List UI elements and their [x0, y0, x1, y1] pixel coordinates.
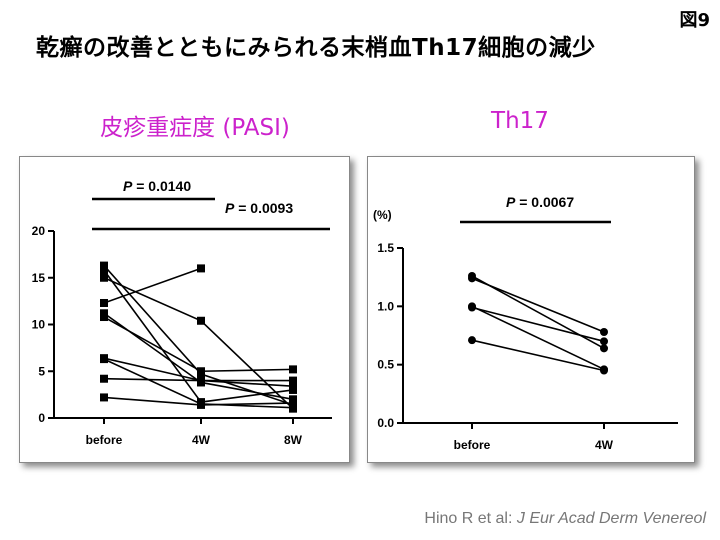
x-tick-label: 8W: [284, 433, 303, 447]
data-point: [100, 266, 108, 275]
data-point: [468, 336, 476, 345]
citation: Hino R et al: J Eur Acad Derm Venereol: [424, 510, 706, 528]
data-point: [100, 313, 108, 322]
data-point: [468, 274, 476, 283]
series-line: [103, 267, 202, 304]
data-point: [289, 376, 297, 385]
y-tick-label: 5: [38, 364, 45, 378]
y-tick-label: 0.5: [377, 358, 394, 372]
data-point: [289, 403, 297, 412]
citation-journal: J Eur Acad Derm Venereol: [516, 510, 706, 527]
data-point: [289, 399, 297, 408]
data-point: [100, 355, 108, 364]
y-tick-label: 0: [38, 411, 45, 425]
p-value-label: P = 0.0093: [225, 200, 293, 216]
series-line: [471, 339, 605, 372]
data-point: [100, 273, 108, 282]
y-tick-label: 0.0: [377, 416, 394, 430]
y-tick-label: 1.0: [377, 299, 394, 313]
th17-chart: 0.0 0.5 1.0 1.5 before 4W (%) P = 0.0067: [373, 194, 678, 452]
y-unit-label: (%): [373, 208, 392, 222]
data-point: [600, 344, 608, 353]
series-line: [471, 306, 605, 343]
th17-panel-title: Th17: [491, 108, 549, 134]
data-point: [100, 261, 108, 270]
series-line: [471, 305, 605, 371]
slide-title: 乾癬の改善とともにみられる末梢血Th17細胞の減少: [36, 35, 596, 61]
pasi-chart-panel: 0 5 10 15 20 before 4W 8W P = 0.0140 P = 0.0093: [19, 156, 350, 463]
x-tick-label: 4W: [192, 433, 211, 447]
y-tick-label: 10: [32, 318, 46, 332]
data-point: [100, 374, 108, 383]
data-point: [600, 328, 608, 336]
y-tick-label: 15: [32, 271, 46, 285]
y-tick-label: 1.5: [377, 241, 394, 255]
data-point: [600, 366, 608, 375]
x-tick-label: 4W: [595, 438, 614, 452]
figure-label: 図9: [679, 10, 710, 31]
x-tick-label: before: [86, 433, 123, 447]
data-point: [468, 303, 476, 312]
pasi-chart: 0 5 10 15 20 before 4W 8W P = 0.0140 P = 0.0093: [32, 178, 332, 447]
data-point: [100, 298, 108, 307]
data-point: [197, 400, 205, 409]
data-point: [100, 393, 108, 402]
data-point: [289, 382, 297, 391]
x-tick-label: before: [454, 438, 491, 452]
data-point: [289, 365, 297, 374]
p-value-label: P = 0.0140: [123, 178, 191, 194]
series-line: [103, 316, 294, 373]
citation-authors: Hino R et al:: [424, 510, 517, 527]
data-point: [600, 337, 608, 346]
y-tick-label: 20: [32, 224, 46, 238]
data-point: [197, 316, 205, 325]
th17-chart-panel: 0.0 0.5 1.0 1.5 before 4W (%) P = 0.0067: [367, 156, 695, 463]
series-line: [471, 277, 605, 333]
data-point: [197, 376, 205, 385]
data-point: [197, 264, 205, 273]
data-point: [197, 367, 205, 376]
p-value-label: P = 0.0067: [506, 194, 574, 210]
pasi-panel-title: 皮疹重症度 (PASI): [100, 115, 290, 141]
